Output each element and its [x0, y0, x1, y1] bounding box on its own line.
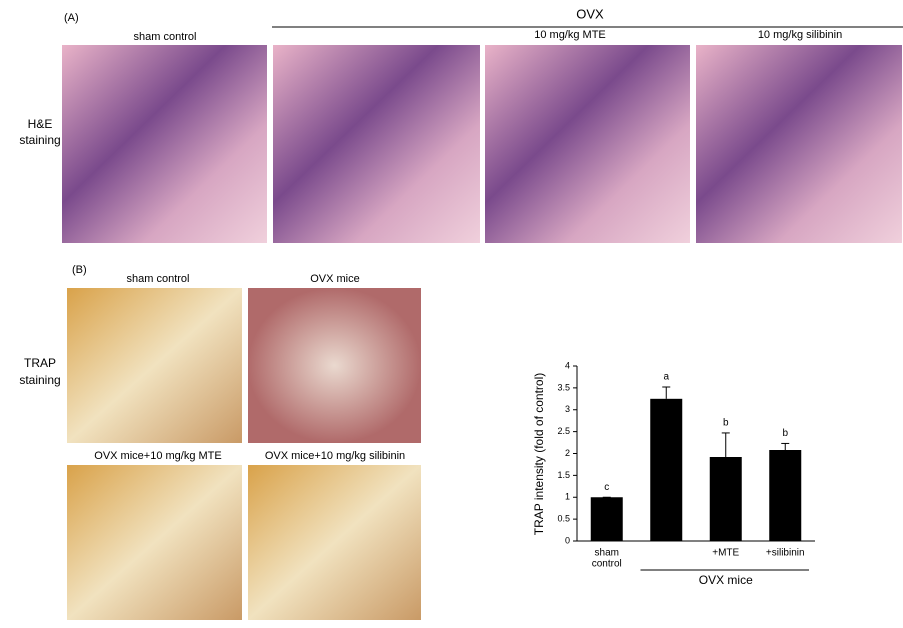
bar — [709, 457, 742, 541]
significance-label: b — [782, 428, 788, 439]
row-label: staining — [19, 133, 60, 147]
y-tick-label: 2 — [565, 448, 570, 458]
x-tick-label: +MTE — [712, 548, 739, 559]
image-label: OVX mice+10 mg/kg silibinin — [265, 450, 405, 462]
column-label: 10 mg/kg silibinin — [758, 29, 842, 41]
x-tick-label: control — [592, 559, 622, 570]
bar — [769, 450, 802, 541]
row-label: TRAP — [24, 356, 56, 370]
photo — [67, 465, 242, 620]
group-label: OVX — [576, 6, 604, 21]
y-tick-label: 1 — [565, 492, 570, 502]
panel-label: (B) — [72, 264, 87, 276]
y-tick-label: 1.5 — [557, 470, 570, 480]
photo — [62, 45, 267, 243]
x-tick-label: sham — [595, 548, 619, 559]
image-label: sham control — [127, 273, 190, 285]
y-tick-label: 3.5 — [557, 382, 570, 392]
photo — [248, 465, 421, 620]
image-label: OVX mice — [310, 273, 360, 285]
y-tick-label: 0.5 — [557, 514, 570, 524]
image-label: OVX mice+10 mg/kg MTE — [94, 450, 221, 462]
y-axis-label: TRAP intensity (fold of control) — [532, 373, 546, 536]
photo — [696, 45, 902, 243]
significance-label: b — [723, 418, 729, 429]
photo — [248, 288, 421, 443]
y-tick-label: 0 — [565, 535, 570, 545]
row-label: staining — [19, 373, 60, 387]
y-tick-label: 2.5 — [557, 426, 570, 436]
significance-label: c — [604, 482, 609, 493]
significance-label: a — [663, 372, 669, 383]
column-label: sham control — [134, 31, 197, 43]
panel-label: (A) — [64, 12, 79, 24]
y-tick-label: 4 — [565, 360, 570, 370]
x-tick-label: +silibinin — [766, 548, 805, 559]
column-label: 10 mg/kg MTE — [534, 29, 606, 41]
photo — [67, 288, 242, 443]
photo — [273, 45, 480, 243]
bar — [590, 497, 623, 541]
y-tick-label: 3 — [565, 404, 570, 414]
bar — [650, 398, 683, 541]
row-label: H&E — [28, 117, 53, 131]
photo — [485, 45, 690, 243]
group-label: OVX mice — [699, 573, 753, 587]
